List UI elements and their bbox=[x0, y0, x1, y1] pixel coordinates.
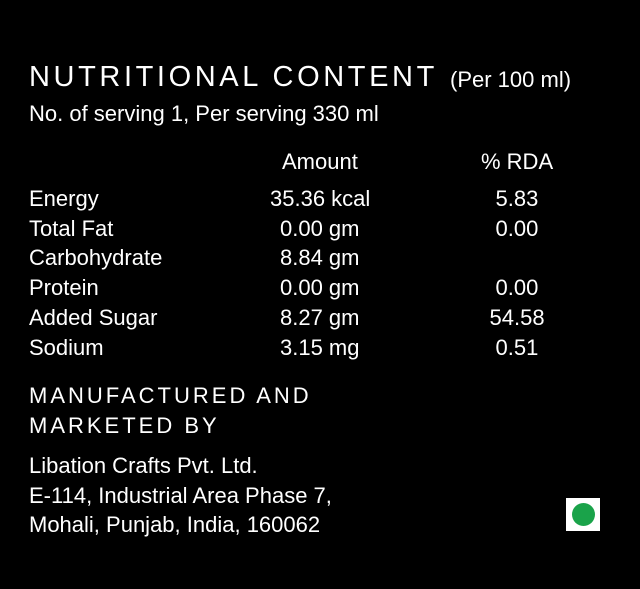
nutrient-name: Protein bbox=[29, 275, 99, 301]
title: NUTRITIONAL CONTENT bbox=[29, 61, 438, 93]
nutrient-amount: 8.84 gm bbox=[280, 245, 360, 271]
manufacturer-heading: MARKETED BY bbox=[29, 413, 220, 438]
nutrient-rda: 0.00 bbox=[495, 275, 539, 301]
nutrient-amount: 3.15 mg bbox=[280, 334, 360, 360]
nutrient-name: Sodium bbox=[29, 334, 104, 360]
column-header: Amount bbox=[282, 149, 358, 174]
veg-symbol bbox=[566, 498, 600, 531]
nutrient-amount: 0.00 gm bbox=[280, 275, 360, 301]
veg-dot bbox=[572, 503, 595, 526]
nutrient-name: Carbohydrate bbox=[29, 245, 163, 271]
nutrient-amount: 35.36 kcal bbox=[270, 186, 371, 211]
nutrient-rda: 0.00 bbox=[495, 215, 539, 241]
column-header: % RDA bbox=[481, 149, 554, 174]
nutrient-name: Total Fat bbox=[29, 215, 114, 241]
basis: (Per 100 ml) bbox=[450, 67, 572, 92]
address-line: Mohali, Punjab, India, 160062 bbox=[29, 512, 321, 537]
serving: No. of serving 1, Per serving 330 ml bbox=[29, 101, 379, 126]
nutrient-rda: 5.83 bbox=[495, 186, 539, 211]
manufacturer-heading: MANUFACTURED AND bbox=[29, 383, 312, 408]
address-line: Libation Crafts Pvt. Ltd. bbox=[29, 453, 258, 478]
nutrient-name: Added Sugar bbox=[29, 304, 158, 330]
nutrient-amount: 8.27 gm bbox=[280, 304, 360, 330]
nutrient-rda: 0.51 bbox=[495, 334, 539, 360]
nutrient-rda: 54.58 bbox=[489, 304, 545, 330]
nutrient-name: Energy bbox=[29, 186, 99, 211]
address-line: E-114, Industrial Area Phase 7, bbox=[29, 482, 332, 508]
nutrient-amount: 0.00 gm bbox=[280, 215, 360, 241]
